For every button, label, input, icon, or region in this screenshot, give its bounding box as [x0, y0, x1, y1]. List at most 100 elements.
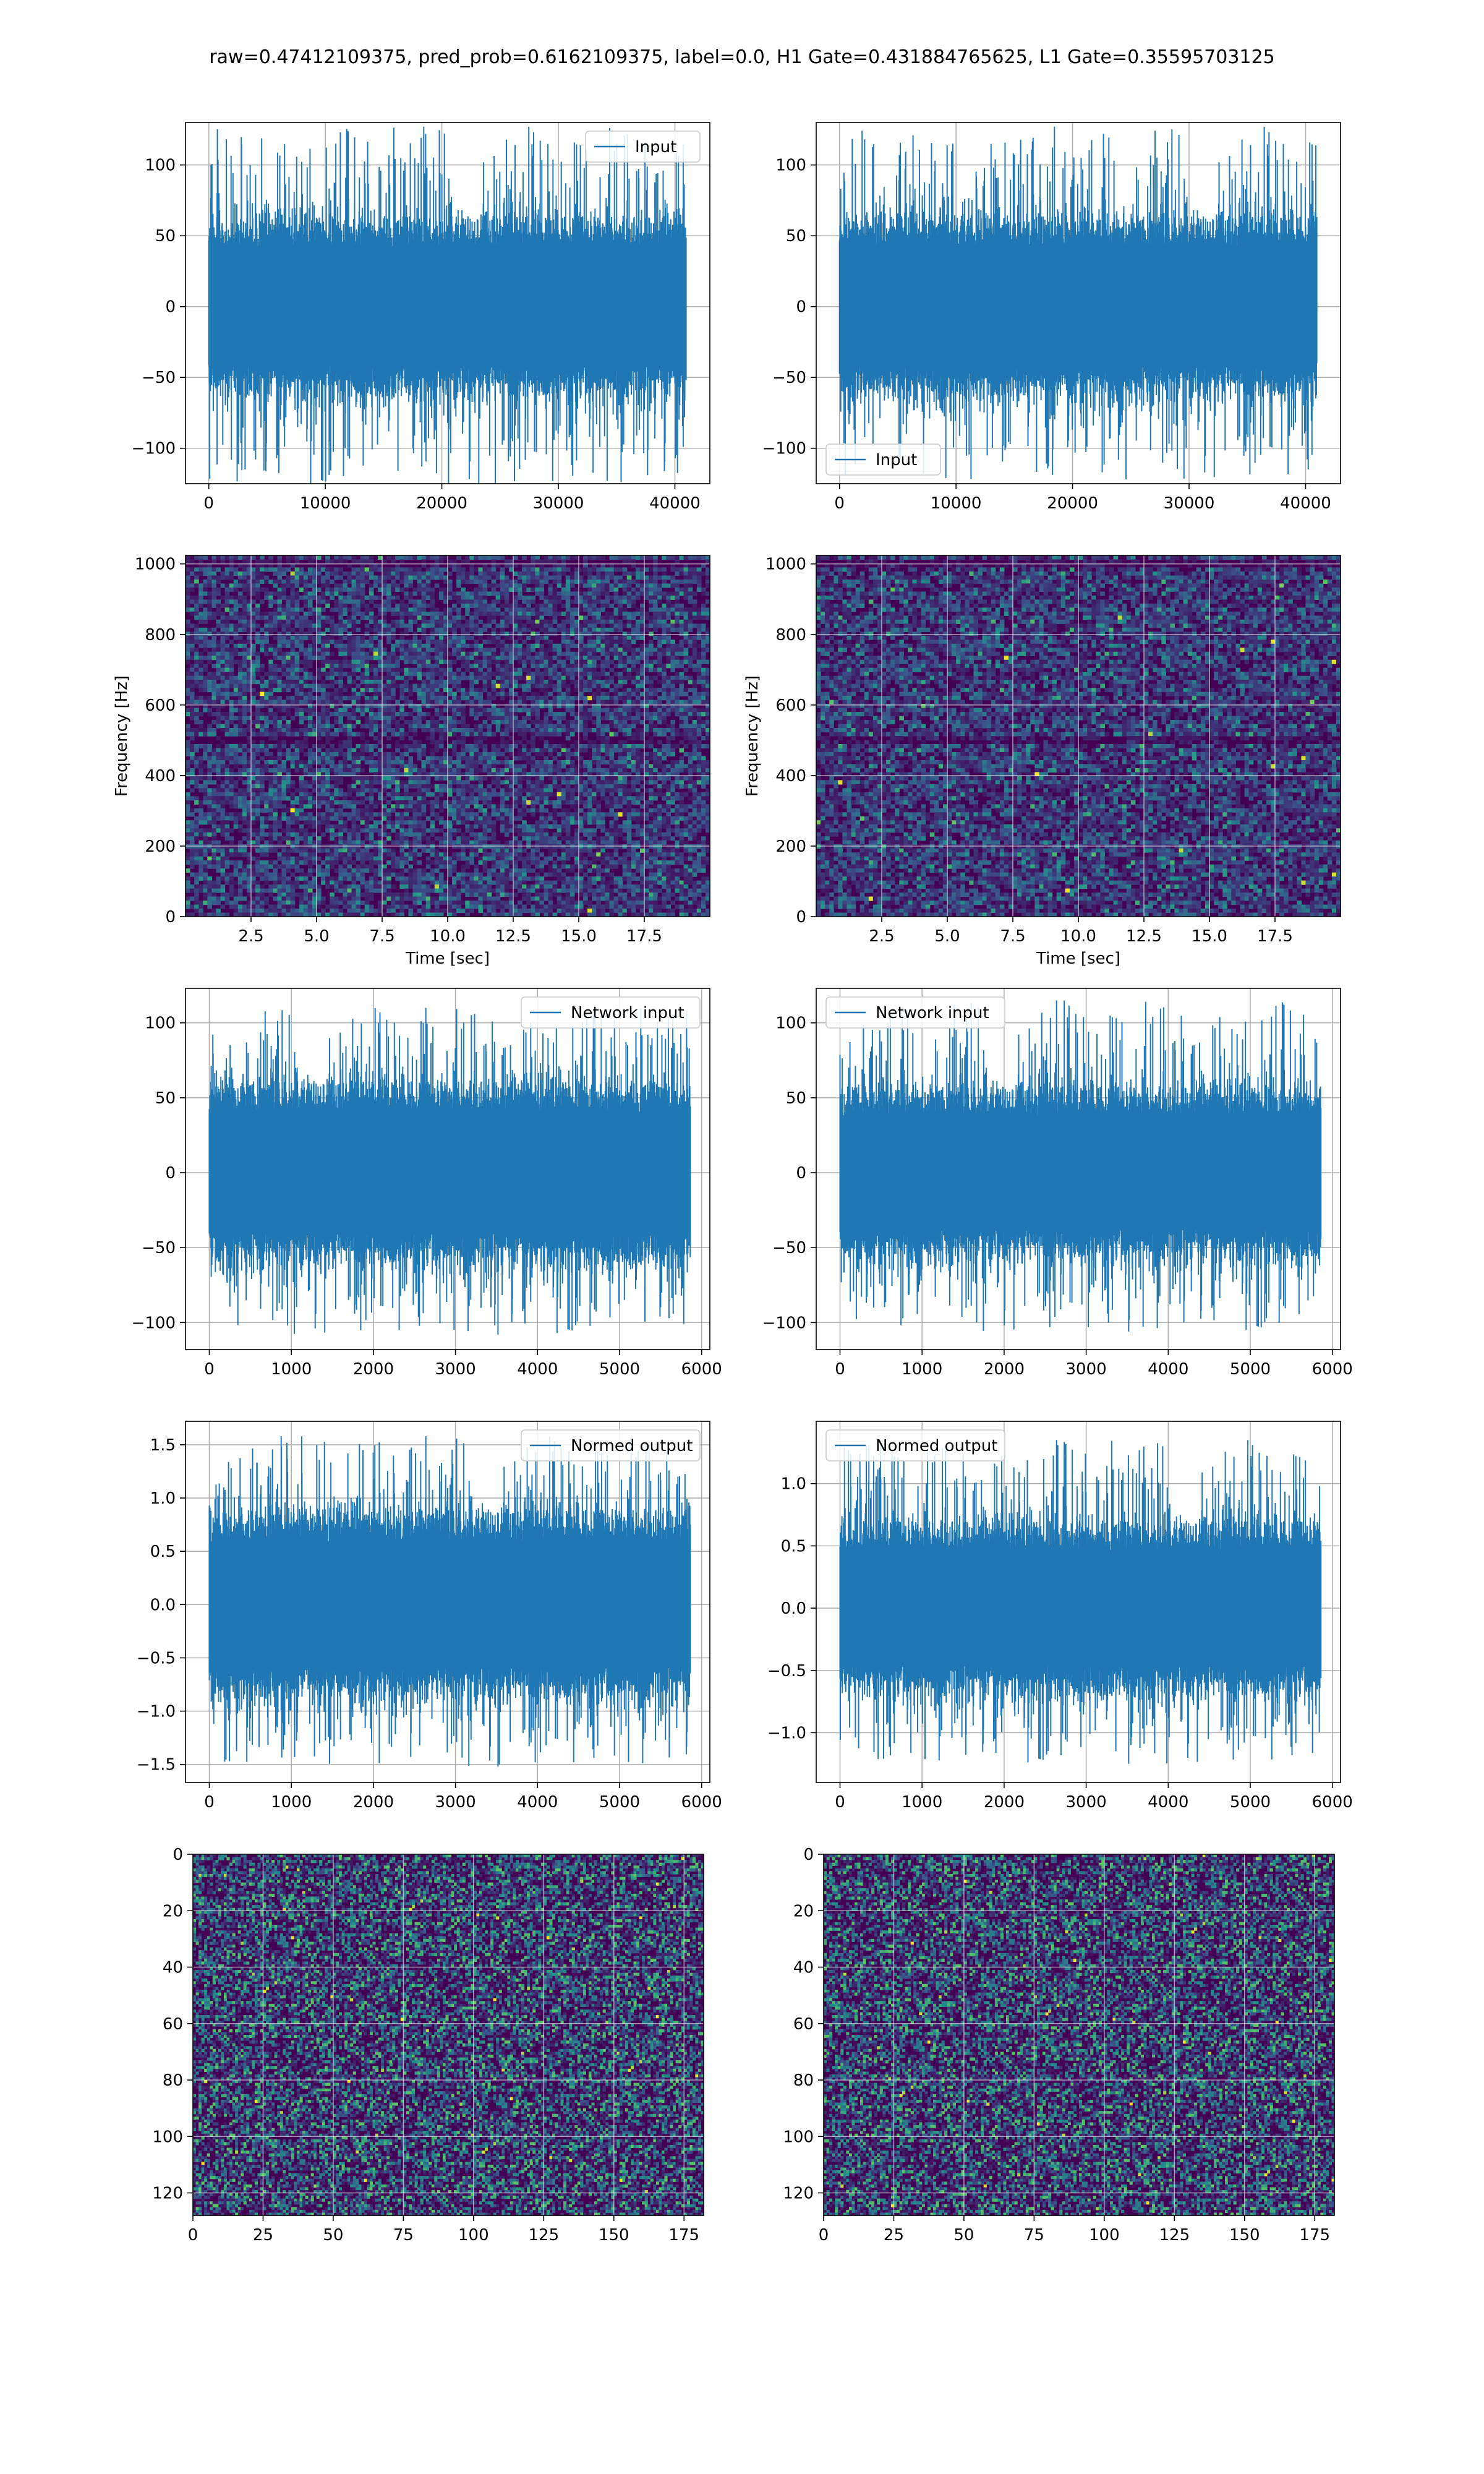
x-tick-label: 6000	[1312, 1793, 1353, 1812]
grid-lines	[816, 555, 1341, 917]
y-tick-label: −50	[142, 369, 176, 387]
x-tick-label: 1000	[902, 1360, 942, 1379]
x-tick-label: 17.5	[626, 927, 662, 946]
x-tick-label: 5000	[599, 1793, 640, 1812]
y-tick-label: −50	[772, 369, 806, 387]
x-tick-label: 2.5	[869, 927, 894, 946]
x-tick-label: 5000	[1230, 1793, 1271, 1812]
figure-title: raw=0.47412109375, pred_prob=0.616210937…	[209, 46, 1274, 68]
x-tick-label: 20000	[1047, 494, 1098, 513]
y-tick-label: −1.0	[767, 1724, 806, 1742]
y-tick-label: 1.5	[150, 1436, 176, 1455]
x-tick-label: 125	[528, 2226, 559, 2245]
series-core	[208, 246, 686, 367]
x-tick-label: 5000	[1230, 1360, 1271, 1379]
y-tick-label: 0.5	[781, 1537, 806, 1556]
y-tick-label: 200	[145, 837, 176, 856]
y-axis-label: Frequency [Hz]	[743, 675, 762, 797]
y-tick-label: 50	[155, 227, 176, 246]
chart-l1-network-input: 0 1000 2000 3000 4000 5000 6000 −100 −50 0 50 100 Ne…	[762, 988, 1353, 1379]
legend-label: Normed output	[876, 1437, 997, 1455]
chart-l1-output-image: 0 25 50 75 100 125 150 175 0 20 40 60 80 100 120	[783, 1846, 1335, 2245]
y-tick-label: 400	[145, 767, 176, 785]
series-core	[209, 1111, 691, 1234]
axis-ticks: 0 10000 20000 30000 40000 −100 −50 0 50 100	[762, 156, 1331, 513]
y-tick-label: 0	[165, 908, 176, 927]
x-tick-label: 4000	[1148, 1360, 1188, 1379]
x-tick-label: 10000	[931, 494, 982, 513]
axis-ticks: 0 25 50 75 100 125 150 175 0 20 40 60 80 100 120	[152, 1846, 699, 2245]
legend-label: Input	[635, 138, 676, 156]
x-tick-label: 0	[819, 2226, 829, 2245]
x-tick-label: 4000	[517, 1793, 558, 1812]
legend: Input	[825, 443, 941, 476]
y-tick-label: 1000	[135, 555, 176, 574]
x-tick-label: 0	[835, 1793, 845, 1812]
x-tick-label: 2.5	[238, 927, 263, 946]
y-tick-label: −100	[762, 440, 806, 458]
x-tick-label: 100	[1089, 2226, 1120, 2245]
series-core	[840, 1549, 1321, 1667]
legend-box	[521, 1429, 701, 1462]
legend-label: Network input	[876, 1004, 989, 1022]
legend-box	[521, 996, 701, 1029]
x-tick-label: 2000	[984, 1360, 1025, 1379]
legend: Network input	[825, 996, 1005, 1029]
x-tick-label: 150	[1229, 2226, 1260, 2245]
plot-area	[186, 1421, 710, 1783]
x-tick-label: 10.0	[430, 927, 466, 946]
legend-box	[825, 996, 1005, 1029]
x-tick-label: 10000	[300, 494, 351, 513]
x-tick-label: 0	[204, 1360, 215, 1379]
axes-frame	[823, 1854, 1335, 2216]
x-tick-label: 2000	[353, 1360, 394, 1379]
x-tick-label: 175	[668, 2226, 699, 2245]
y-tick-label: 100	[152, 2128, 183, 2146]
y-tick-label: 0.0	[781, 1599, 806, 1618]
y-tick-label: −1.5	[137, 1756, 176, 1774]
x-tick-label: 15.0	[1192, 927, 1227, 946]
x-tick-label: 7.5	[369, 927, 394, 946]
y-tick-label: 60	[793, 2015, 814, 2034]
plot-area	[186, 122, 710, 484]
y-tick-label: 50	[786, 1089, 806, 1108]
series-core	[209, 1541, 691, 1668]
legend-label: Network input	[571, 1004, 684, 1022]
y-tick-label: 100	[775, 156, 806, 175]
y-tick-label: 40	[793, 1959, 814, 1977]
chart-l1-spectrogram: 2.5 5.0 7.5 10.0 12.5 15.0 17.5 0 200 400 600 800 10…	[743, 555, 1341, 968]
x-tick-label: 12.5	[1126, 927, 1162, 946]
heatmap-cells	[824, 1854, 1334, 2215]
y-tick-label: −100	[762, 1314, 806, 1332]
y-tick-label: 40	[163, 1959, 183, 1977]
plot-area	[186, 555, 710, 917]
y-tick-label: 800	[775, 626, 806, 644]
y-tick-label: −0.5	[137, 1649, 176, 1667]
legend-label: Input	[876, 451, 917, 469]
x-tick-label: 10.0	[1060, 927, 1096, 946]
x-tick-label: 30000	[533, 494, 584, 513]
x-tick-label: 0	[188, 2226, 198, 2245]
y-tick-label: 400	[775, 767, 806, 785]
y-tick-label: 100	[783, 2128, 814, 2146]
axis-ticks: 0 1000 2000 3000 4000 5000 6000 −1.0 −0.5 0.0 0.5 1…	[767, 1475, 1353, 1812]
chart-h1-normed-output: 0 1000 2000 3000 4000 5000 6000 −1.5 −1.0 −0.5 0.0…	[137, 1421, 722, 1812]
y-tick-label: 20	[163, 1902, 183, 1920]
x-tick-label: 3000	[435, 1360, 476, 1379]
y-tick-label: 0	[165, 1164, 176, 1183]
legend: Input	[585, 131, 701, 163]
y-tick-label: 60	[163, 2015, 183, 2034]
x-tick-label: 175	[1299, 2226, 1330, 2245]
series-core	[839, 246, 1317, 367]
x-tick-label: 150	[599, 2226, 629, 2245]
y-tick-label: 80	[793, 2071, 814, 2090]
y-tick-label: 0.5	[150, 1543, 176, 1561]
grid-lines	[193, 1854, 704, 2215]
x-tick-label: 0	[204, 1793, 215, 1812]
y-tick-label: 100	[145, 156, 176, 175]
x-tick-label: 6000	[1312, 1360, 1353, 1379]
x-axis-label: Time [sec]	[1036, 949, 1120, 968]
y-tick-label: 0	[803, 1846, 814, 1864]
y-tick-label: 0	[165, 298, 176, 317]
y-tick-label: −100	[132, 1314, 176, 1332]
